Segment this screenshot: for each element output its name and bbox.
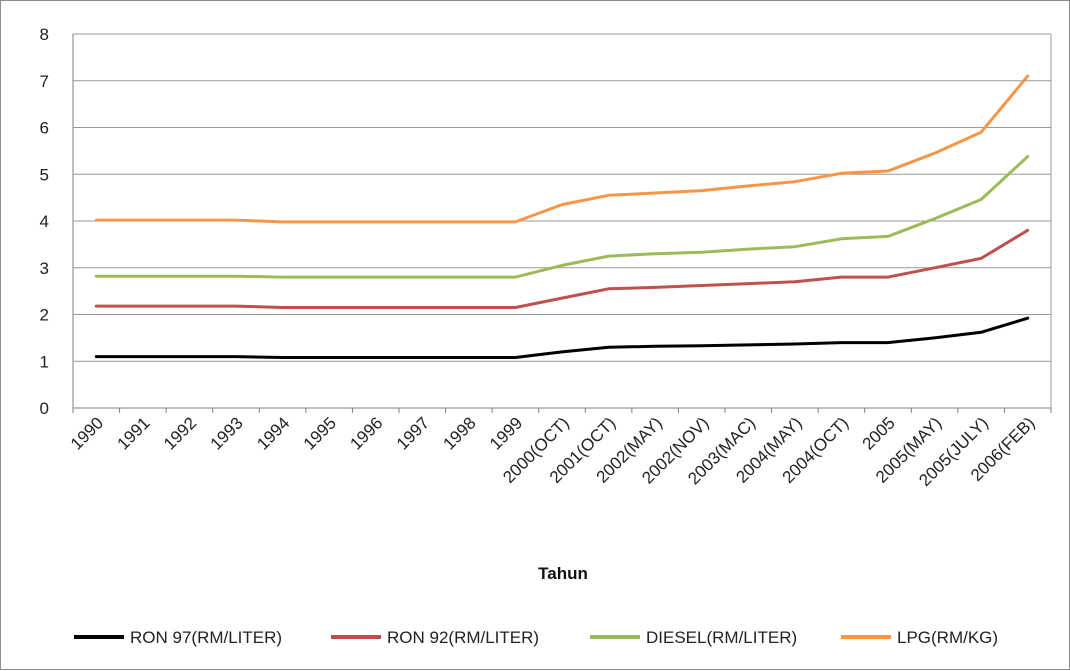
y-tick-label: 7 [40,72,49,91]
x-tick-label: 2005 [859,413,899,453]
x-tick-label: 1997 [393,413,433,453]
series-line-2 [94,155,1030,279]
legend: RON 97(RM/LITER) RON 92(RM/LITER) DIESEL(R… [74,628,998,647]
legend-label: RON 97(RM/LITER) [130,628,282,647]
y-tick-label: 5 [40,165,49,184]
y-tick-label: 0 [40,399,49,418]
legend-label: DIESEL(RM/LITER) [646,628,797,647]
x-tick-label: 1999 [486,413,526,453]
x-tick-label: 1990 [67,413,107,453]
legend-label: LPG(RM/KG) [897,628,998,647]
x-tick-label: 1995 [300,413,340,453]
y-tick-label: 4 [40,212,49,231]
series-line-1 [94,228,1030,309]
series-lines [94,74,1030,359]
x-axis-title: Tahun [538,564,588,583]
x-tick-label: 1998 [440,413,480,453]
series-line-3 [94,74,1030,224]
x-tick-label: 1992 [160,413,200,453]
axes [72,34,1052,413]
x-tick-labels: 1990 1991 1992 1993 1994 1995 1996 1997 1998 1999… [67,413,1039,490]
gridlines [73,33,1051,362]
x-tick-label: 1994 [253,413,293,453]
y-tick-labels: 0 1 2 3 4 5 6 7 8 [40,25,49,418]
series-line-0 [94,316,1030,359]
y-tick-label: 8 [40,25,49,44]
x-tick-label: 1993 [207,413,247,453]
y-tick-label: 3 [40,259,49,278]
y-tick-label: 1 [40,352,49,371]
x-tick-label: 1996 [346,413,386,453]
y-tick-label: 2 [40,306,49,325]
x-tick-label: 1991 [114,413,154,453]
legend-label: RON 92(RM/LITER) [387,628,539,647]
y-tick-label: 6 [40,119,49,138]
